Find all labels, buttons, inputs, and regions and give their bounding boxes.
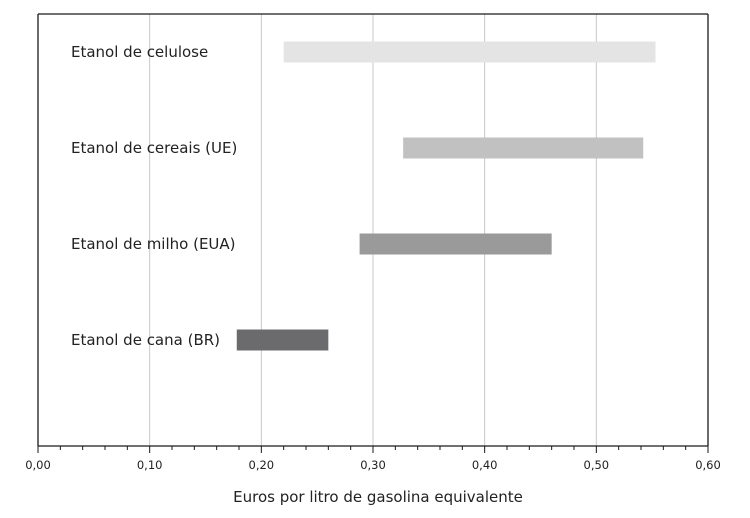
x-tick-label: 0,30 xyxy=(360,458,386,472)
x-tick-label: 0,00 xyxy=(25,458,51,472)
x-tick-label: 0,60 xyxy=(695,458,721,472)
bar-layer xyxy=(236,41,656,351)
category-label: Etanol de cereais (UE) xyxy=(71,139,237,157)
category-label: Etanol de milho (EUA) xyxy=(71,235,236,253)
bar xyxy=(359,233,552,255)
x-axis-label: Euros por litro de gasolina equivalente xyxy=(233,488,523,506)
grid-layer xyxy=(149,14,597,446)
bar xyxy=(236,329,329,351)
category-label: Etanol de celulose xyxy=(71,43,208,61)
x-tick-label: 0,50 xyxy=(584,458,610,472)
category-label: Etanol de cana (BR) xyxy=(71,331,220,349)
bar xyxy=(283,41,656,63)
bar xyxy=(403,137,644,159)
label-layer: Etanol de celulose Etanol de cereais (UE)… xyxy=(25,43,721,472)
x-tick-label: 0,40 xyxy=(472,458,498,472)
x-tick-label: 0,10 xyxy=(137,458,163,472)
frame-layer xyxy=(37,13,709,453)
x-tick-label: 0,20 xyxy=(249,458,275,472)
